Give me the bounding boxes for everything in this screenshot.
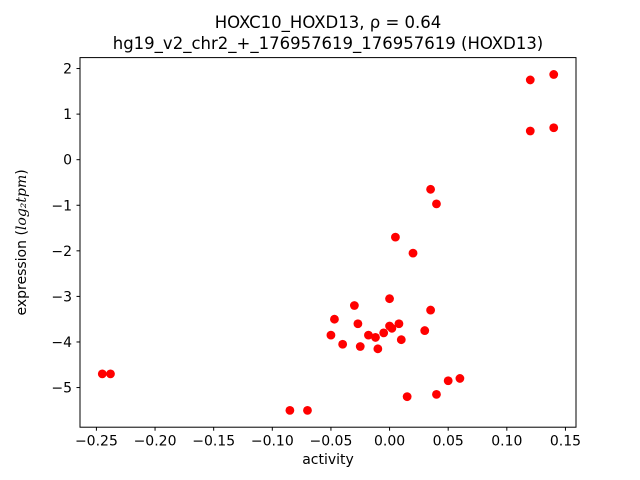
y-tick-label: 2 <box>63 62 72 78</box>
x-tick-label: 0.15 <box>550 434 581 450</box>
x-tick-label: −0.15 <box>192 434 235 450</box>
data-point <box>387 323 397 333</box>
y-tick-label: −4 <box>51 335 72 351</box>
data-point <box>432 389 441 399</box>
data-point <box>373 344 383 354</box>
data-point <box>385 294 394 304</box>
data-point <box>303 405 312 415</box>
data-point <box>285 405 295 415</box>
y-tick-label: −3 <box>51 289 72 305</box>
data-point <box>432 199 441 209</box>
data-point <box>379 328 389 338</box>
data-point <box>391 232 400 242</box>
data-points <box>97 70 559 415</box>
y-axis-label: expression (log₂tpm) <box>14 169 30 315</box>
axis-ticks: −0.25 −0.20 −0.15 −0.10 −0.05 0.00 0.05 0.10 0.1… <box>51 62 581 450</box>
data-point <box>549 123 559 133</box>
data-point <box>371 333 380 342</box>
data-point <box>326 330 336 340</box>
y-tick-label: 1 <box>63 107 72 123</box>
data-point <box>353 319 363 329</box>
plot-border <box>79 57 577 428</box>
y-tick-label: −2 <box>51 244 72 260</box>
y-axis-label-math: log₂tpm <box>14 175 30 230</box>
data-point <box>420 326 430 335</box>
data-point <box>349 301 359 310</box>
x-tick-label: 0.05 <box>433 434 464 450</box>
y-tick-label: −5 <box>51 381 72 397</box>
data-point <box>402 392 412 402</box>
y-tick-label: 0 <box>63 153 72 169</box>
data-point <box>106 369 115 379</box>
data-point <box>426 305 436 315</box>
chart-title-line2: hg19_v2_chr2_+_176957619_176957619 (HOXD… <box>113 34 544 54</box>
data-point <box>549 70 559 79</box>
x-tick-label: −0.05 <box>309 434 352 450</box>
x-tick-label: 0.10 <box>491 434 522 450</box>
x-tick-label: 0.00 <box>374 434 405 450</box>
data-point <box>97 369 107 379</box>
data-point <box>525 75 535 85</box>
data-point <box>355 342 365 351</box>
chart-title-line1: HOXC10_HOXD13, ρ = 0.64 <box>215 13 442 33</box>
y-axis-label-prefix: expression ( <box>14 230 30 315</box>
data-point <box>330 314 339 324</box>
data-point <box>396 335 406 345</box>
data-point <box>443 376 453 386</box>
x-axis-label: activity <box>302 452 354 468</box>
x-tick-label: −0.25 <box>75 434 118 450</box>
data-point <box>394 319 404 329</box>
y-tick-label: −1 <box>51 198 72 214</box>
data-point <box>525 126 535 136</box>
y-axis-label-suffix: ) <box>14 169 30 174</box>
data-point <box>408 248 418 258</box>
data-point <box>364 330 373 340</box>
x-tick-label: −0.20 <box>134 434 177 450</box>
data-point <box>338 339 348 349</box>
x-tick-label: −0.10 <box>251 434 294 450</box>
data-point <box>426 184 436 194</box>
data-point <box>455 374 465 383</box>
